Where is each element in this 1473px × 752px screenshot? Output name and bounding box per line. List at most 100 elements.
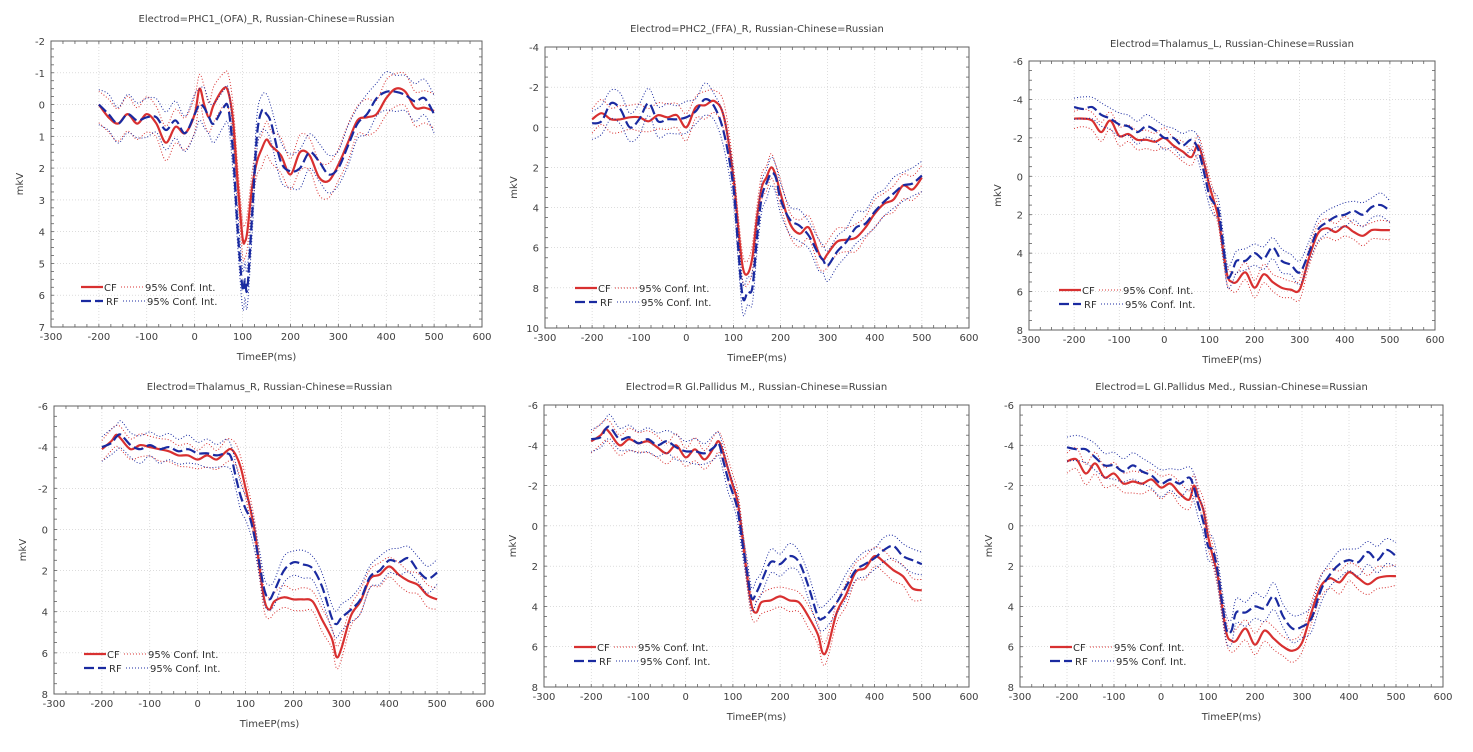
x-tick-label: 100 <box>236 699 255 710</box>
y-tick-label: 0 <box>1008 522 1014 533</box>
y-tick-label: 2 <box>39 164 45 175</box>
y-tick-label: -6 <box>1013 57 1023 68</box>
y-tick-label: -2 <box>529 83 539 94</box>
x-tick-label: 400 <box>377 332 396 343</box>
legend-cf-label: CF <box>598 284 611 295</box>
chart-title: Electrod=PHC1_(OFA)_R, Russian-Chinese=R… <box>139 14 395 25</box>
y-tick-label: 5 <box>39 259 45 270</box>
x-tick-label: 200 <box>771 333 790 344</box>
x-tick-label: -300 <box>533 692 556 703</box>
x-tick-label: 300 <box>1292 692 1311 703</box>
chart-panel-2: Electrod=PHC2_(FFA)_R, Russian-Chinese=R… <box>509 24 979 364</box>
y-tick-label: 4 <box>1017 249 1023 260</box>
rf-mean-line <box>1066 446 1397 635</box>
chart-title: Electrod=R Gl.Pallidus M., Russian-Chine… <box>626 382 887 393</box>
legend-rf-ci-label: 95% Conf. Int. <box>150 664 220 675</box>
legend-cf-ci-label: 95% Conf. Int. <box>145 283 215 294</box>
x-tick-label: 500 <box>912 333 931 344</box>
x-tick-label: -200 <box>581 333 604 344</box>
chart-panel-6: Electrod=L Gl.Pallidus Med., Russian-Chi… <box>984 382 1453 723</box>
y-tick-label: 6 <box>1008 643 1014 654</box>
x-tick-label: 400 <box>1339 692 1358 703</box>
y-tick-label: -4 <box>1004 441 1014 452</box>
x-tick-label: 600 <box>475 699 494 710</box>
chart-panel-1: Electrod=PHC1_(OFA)_R, Russian-Chinese=R… <box>15 14 492 363</box>
cf-mean-line <box>1066 457 1397 652</box>
x-axis-label: TimeEP(ms) <box>726 353 787 364</box>
legend-cf-ci-label: 95% Conf. Int. <box>1114 643 1184 654</box>
x-tick-label: 300 <box>818 333 837 344</box>
legend: CF 95% Conf. Int. RF 95% Conf. Int. <box>574 643 710 668</box>
x-tick-label: -200 <box>1063 335 1086 346</box>
x-tick-label: -100 <box>138 699 161 710</box>
rf-mean-line <box>590 425 923 621</box>
cf-ci-upper-line <box>1073 108 1391 284</box>
x-tick-label: -200 <box>580 692 603 703</box>
chart-panel-4: Electrod=Thalamus_R, Russian-Chinese=Rus… <box>18 382 495 730</box>
x-tick-label: 0 <box>1158 692 1164 703</box>
rf-ci-lower-line <box>1074 117 1391 290</box>
cf-mean-line <box>98 86 435 245</box>
legend-rf-label: RF <box>106 297 119 308</box>
x-tick-label: -100 <box>1108 335 1131 346</box>
y-tick-label: 6 <box>39 291 45 302</box>
y-tick-label: 4 <box>533 204 539 215</box>
x-tick-label: 300 <box>332 699 351 710</box>
x-tick-label: -200 <box>91 699 114 710</box>
x-axis-label: TimeEP(ms) <box>1201 712 1262 723</box>
x-tick-label: 200 <box>1245 335 1264 346</box>
legend-rf-ci-label: 95% Conf. Int. <box>147 297 217 308</box>
y-tick-label: 0 <box>42 525 48 536</box>
x-tick-label: 500 <box>425 332 444 343</box>
cf-ci-lower-line <box>1073 126 1390 303</box>
rf-ci-lower-line <box>1066 460 1397 648</box>
legend: CF 95% Conf. Int. RF 95% Conf. Int. <box>1050 643 1186 668</box>
x-tick-label: -200 <box>1056 692 1079 703</box>
cf-ci-upper-line <box>1066 446 1397 641</box>
series-group <box>590 413 923 666</box>
cf-ci-upper-line <box>591 89 923 263</box>
x-tick-label: -100 <box>135 332 158 343</box>
rf-ci-upper-line <box>591 82 923 287</box>
y-tick-label: -6 <box>528 401 538 412</box>
rf-ci-upper-line <box>1066 434 1397 622</box>
legend-cf-label: CF <box>597 643 610 654</box>
y-tick-label: 4 <box>39 228 45 239</box>
x-tick-label: 200 <box>1245 692 1264 703</box>
y-tick-label: 2 <box>532 562 538 573</box>
y-tick-label: 8 <box>42 690 48 701</box>
y-tick-label: 6 <box>42 649 48 660</box>
y-tick-label: -2 <box>35 37 45 48</box>
x-tick-label: -100 <box>627 692 650 703</box>
x-tick-label: 400 <box>865 333 884 344</box>
chart-panel-3: Electrod=Thalamus_L, Russian-Chinese=Rus… <box>993 39 1445 366</box>
x-tick-label: -100 <box>1103 692 1126 703</box>
rf-ci-upper-line <box>1074 96 1391 268</box>
legend-cf-ci-label: 95% Conf. Int. <box>148 650 218 661</box>
x-tick-label: 600 <box>472 332 491 343</box>
y-tick-label: 4 <box>532 602 538 613</box>
x-tick-label: 0 <box>194 699 200 710</box>
x-tick-label: 600 <box>959 692 978 703</box>
y-tick-label: -6 <box>1004 401 1014 412</box>
y-tick-label: -2 <box>1013 134 1023 145</box>
cf-ci-lower-line <box>98 102 435 262</box>
y-tick-label: 6 <box>533 244 539 255</box>
y-tick-label: 3 <box>39 196 45 207</box>
legend-rf-ci-label: 95% Conf. Int. <box>641 298 711 309</box>
y-tick-label: 8 <box>1008 683 1014 694</box>
x-tick-label: 600 <box>1433 692 1452 703</box>
x-tick-label: 100 <box>1198 692 1217 703</box>
legend-cf-ci-label: 95% Conf. Int. <box>639 284 709 295</box>
y-axis-label: mkV <box>993 184 1004 207</box>
y-tick-label: 0 <box>533 123 539 134</box>
x-tick-label: 0 <box>682 692 688 703</box>
x-axis-label: TimeEP(ms) <box>1201 355 1262 366</box>
chart-title: Electrod=Thalamus_L, Russian-Chinese=Rus… <box>1110 39 1354 50</box>
chart-title: Electrod=L Gl.Pallidus Med., Russian-Chi… <box>1095 382 1368 393</box>
x-tick-label: 600 <box>1425 335 1444 346</box>
x-axis-label: TimeEP(ms) <box>726 712 787 723</box>
x-tick-label: -300 <box>43 699 66 710</box>
legend-rf-label: RF <box>109 664 122 675</box>
